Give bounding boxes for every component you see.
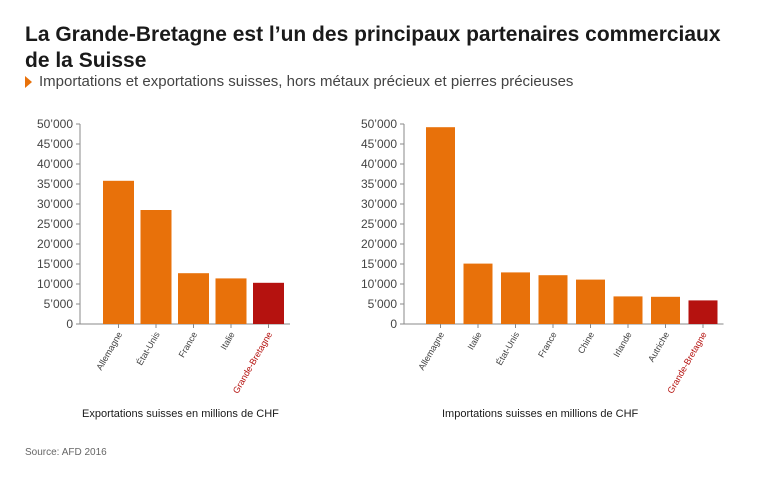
exports-y-tick-label: 0 <box>66 317 73 331</box>
exports-y-tick-label: 25’000 <box>37 217 73 231</box>
chart-title: La Grande-Bretagne est l’un des principa… <box>25 23 721 72</box>
source-note: Source: AFD 2016 <box>25 447 107 458</box>
triangle-bullet-icon <box>25 76 32 88</box>
exports-y-tick-label: 50’000 <box>37 117 73 131</box>
exports-category-label-allemagne: Allemagne <box>94 330 124 372</box>
exports-bar-etat-unis <box>140 210 172 324</box>
exports-category-label-grande-bretagne: Grande-Bretagne <box>231 330 274 395</box>
exports-category-label-france: France <box>177 330 200 359</box>
exports-y-tick-label: 30’000 <box>37 197 73 211</box>
chart-subtitle: Importations et exportations suisses, ho… <box>25 72 573 92</box>
exports-y-tick-label: 20’000 <box>37 237 73 251</box>
exports-y-tick-label: 5’000 <box>44 297 74 311</box>
exports-category-label-etat-unis: État-Unis <box>135 330 162 367</box>
imports-caption: Importations suisses en millions de CHF <box>442 408 639 420</box>
exports-category-label-italie: Italie <box>219 330 237 351</box>
exports-bar-france <box>178 273 209 324</box>
exports-y-tick-label: 15’000 <box>37 257 73 271</box>
exports-y-tick-label: 40’000 <box>37 157 73 171</box>
exports-bar-allemagne <box>103 180 134 324</box>
exports-y-tick-label: 45’000 <box>37 137 73 151</box>
exports-bar-grande-bretagne <box>253 282 284 324</box>
exports-caption: Exportations suisses en millions de CHF <box>82 408 279 420</box>
subtitle-text: Importations et exportations suisses, ho… <box>39 73 574 90</box>
exports-y-tick-label: 35’000 <box>37 177 73 191</box>
exports-bar-italie <box>215 278 247 324</box>
exports-y-tick-label: 10’000 <box>37 277 73 291</box>
